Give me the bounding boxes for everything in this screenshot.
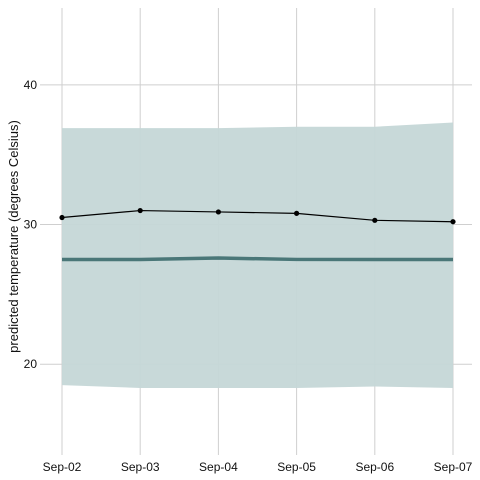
prediction-point [372,217,378,223]
prediction-point [215,209,221,215]
axis-labels: 20 30 40 Sep-02 Sep-03 Sep-04 Sep-05 Sep-06 Sep-… [24,78,473,474]
x-tick-label: Sep-07 [434,460,473,474]
y-tick-label: 20 [24,357,38,371]
y-axis-title: predicted temperature (degrees Celsius) [6,120,21,353]
confidence-band-layer [62,122,453,388]
x-tick-label: Sep-06 [355,460,394,474]
y-tick-label: 30 [24,218,38,232]
x-tick-label: Sep-02 [43,460,82,474]
x-tick-label: Sep-04 [199,460,238,474]
x-tick-label: Sep-03 [121,460,160,474]
y-tick-label: 40 [24,78,38,92]
prediction-point [294,210,300,216]
confidence-band [62,122,453,388]
prediction-line [61,209,454,223]
x-tick-label: Sep-05 [277,460,316,474]
series-layer [59,207,456,262]
prediction-point [137,207,143,214]
mean-line [62,256,453,262]
prediction-point [59,214,65,221]
prediction-point [450,219,456,225]
